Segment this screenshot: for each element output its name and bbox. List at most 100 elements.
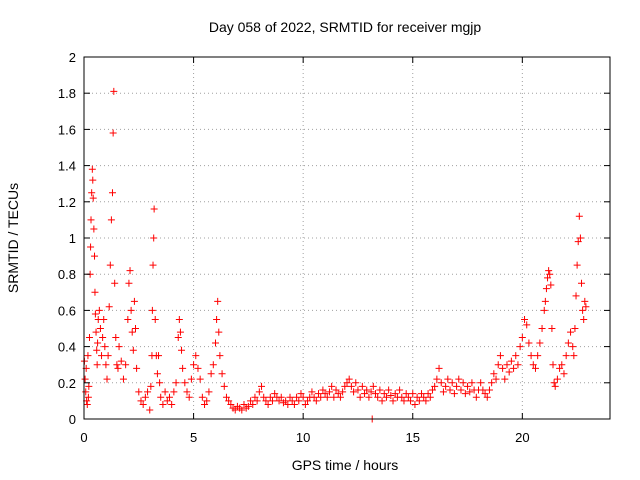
y-tick-label: 1.8 — [58, 86, 76, 101]
data-point — [350, 388, 358, 396]
data-point — [549, 361, 557, 369]
data-point — [424, 390, 432, 398]
data-point — [102, 361, 110, 369]
data-point — [190, 361, 198, 369]
data-point — [444, 375, 452, 383]
data-point — [420, 393, 428, 401]
y-tick-label: 1.2 — [58, 195, 76, 210]
data-point — [433, 375, 441, 383]
data-point — [496, 352, 504, 360]
data-point — [488, 379, 496, 387]
data-point — [531, 364, 539, 372]
data-point — [464, 382, 472, 390]
data-point — [266, 393, 274, 401]
data-point — [216, 352, 224, 360]
y-tick-label: 0.6 — [58, 303, 76, 318]
grid — [84, 57, 610, 419]
data-point — [290, 401, 298, 409]
data-point — [108, 189, 116, 197]
y-tick-label: 1 — [69, 231, 76, 246]
data-point — [358, 382, 366, 390]
data-point — [402, 390, 410, 398]
data-point — [363, 386, 371, 394]
data-point — [442, 382, 450, 390]
data-point — [262, 397, 270, 405]
data-point — [156, 379, 164, 387]
data-point — [260, 393, 268, 401]
x-axis-label: GPS time / hours — [292, 457, 399, 473]
data-point — [100, 315, 108, 323]
data-point — [170, 388, 178, 396]
data-point — [129, 346, 137, 354]
data-point — [92, 328, 100, 336]
data-point — [271, 390, 279, 398]
data-point — [317, 393, 325, 401]
x-tick-label: 20 — [515, 430, 529, 445]
data-point — [91, 310, 99, 318]
data-point — [137, 397, 145, 405]
data-point — [411, 401, 419, 409]
data-point — [213, 315, 221, 323]
data-point — [518, 334, 526, 342]
data-point — [387, 391, 395, 399]
data-point — [336, 393, 344, 401]
data-point — [93, 361, 101, 369]
data-point — [253, 397, 261, 405]
data-point — [255, 388, 263, 396]
data-point — [510, 364, 518, 372]
data-point — [113, 361, 121, 369]
data-point — [505, 368, 513, 376]
data-point — [150, 205, 158, 213]
data-point — [84, 393, 92, 401]
data-point — [354, 386, 362, 394]
data-point — [297, 390, 305, 398]
data-point — [127, 306, 135, 314]
data-point — [562, 352, 570, 360]
x-tick-labels: 0 5 10 15 20 — [80, 430, 529, 445]
data-point — [512, 352, 520, 360]
data-point — [553, 375, 561, 383]
data-point — [106, 261, 114, 269]
data-point — [165, 393, 173, 401]
data-point — [352, 379, 360, 387]
data-point — [521, 315, 529, 323]
data-point — [575, 212, 583, 220]
data-point — [268, 397, 276, 405]
data-point — [550, 379, 558, 387]
data-point — [174, 334, 182, 342]
data-point — [277, 393, 285, 401]
data-points — [80, 87, 590, 423]
data-point — [453, 382, 461, 390]
data-point — [378, 397, 386, 405]
data-point — [178, 346, 186, 354]
data-point — [179, 364, 187, 372]
data-point — [468, 379, 476, 387]
data-point — [126, 267, 134, 275]
data-point — [446, 386, 454, 394]
data-point — [141, 393, 149, 401]
data-point — [450, 390, 458, 398]
data-point — [105, 303, 113, 311]
data-point — [523, 321, 531, 329]
data-point — [347, 382, 355, 390]
data-point — [514, 361, 522, 369]
data-point — [185, 393, 193, 401]
data-point — [332, 386, 340, 394]
data-point — [110, 87, 118, 95]
data-point — [323, 393, 331, 401]
data-point — [284, 401, 292, 409]
x-tick-label: 10 — [296, 430, 310, 445]
data-point — [163, 397, 171, 405]
data-point — [472, 393, 480, 401]
data-point — [312, 397, 320, 405]
data-point — [540, 306, 548, 314]
data-point — [315, 390, 323, 398]
data-point — [209, 361, 217, 369]
data-point — [551, 382, 559, 390]
data-point — [130, 297, 138, 305]
data-point — [240, 401, 248, 409]
data-point — [109, 129, 117, 137]
data-point — [391, 390, 399, 398]
data-point — [222, 393, 230, 401]
